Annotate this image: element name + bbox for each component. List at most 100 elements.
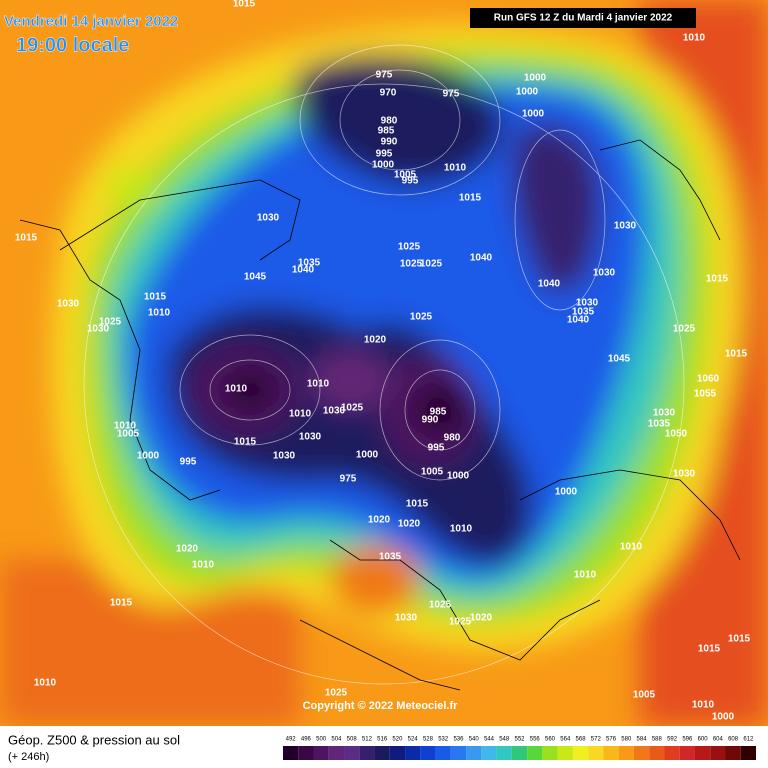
scale-swatch: [679, 746, 695, 760]
isobar-label: 1030: [593, 268, 616, 279]
isobar-label: 1025: [410, 312, 433, 323]
scale-label: 528: [423, 737, 434, 743]
scale-label: 496: [301, 737, 312, 743]
isobar-label: 1025: [673, 324, 696, 335]
isobar-label: 1005: [394, 170, 417, 181]
isobar-label: 1000: [372, 160, 395, 171]
coastlines: [19, 139, 741, 691]
scale-label: 532: [438, 737, 449, 743]
isobar-label: 1010: [114, 421, 137, 432]
isobar-label: 1045: [608, 354, 631, 365]
isobar-label: 995: [180, 457, 197, 468]
scale-swatch: [405, 746, 421, 760]
isobar-label: 1060: [697, 374, 720, 385]
isobar-label: 1035: [379, 552, 402, 563]
isobar-label: 1035: [572, 307, 595, 318]
scale-label: 572: [591, 737, 602, 743]
scale-swatch: [725, 746, 741, 760]
scale-swatch: [664, 746, 680, 760]
scale-swatch: [527, 746, 543, 760]
scale-label: 596: [682, 737, 693, 743]
isobar-label: 1010: [444, 163, 467, 174]
scale-label: 544: [484, 737, 495, 743]
scale-label: 592: [667, 737, 678, 743]
scale-label: 512: [362, 737, 373, 743]
isobar-label: 1010: [289, 409, 312, 420]
isobar-label: 1025: [429, 600, 452, 611]
scale-label: 604: [713, 737, 724, 743]
scale-label: 560: [545, 737, 556, 743]
scale-swatch: [740, 746, 756, 760]
scale-label: 588: [652, 737, 663, 743]
isobar-label: 1030: [614, 221, 637, 232]
isobar-label: 1015: [15, 233, 38, 244]
isobar-label: 1045: [244, 272, 267, 283]
scale-label: 504: [331, 737, 342, 743]
isobar-label: 990: [381, 137, 398, 148]
scale-swatch: [481, 746, 497, 760]
isobar-label: 1040: [567, 315, 590, 326]
isobar-label: 1000: [516, 87, 539, 98]
isobar-label: 1010: [34, 678, 57, 689]
scale-swatch: [618, 746, 634, 760]
scale-swatch: [542, 746, 558, 760]
scale-swatch: [313, 746, 329, 760]
isobar-label: 1020: [176, 544, 199, 555]
scale-swatch: [557, 746, 573, 760]
isobar-label: 1025: [398, 242, 421, 253]
isobar-label: 1025: [99, 317, 122, 328]
isobar-label: 1040: [470, 253, 493, 264]
isobar-label: 1010: [225, 384, 248, 395]
isobar-label: 1030: [653, 408, 676, 419]
scale-label: 520: [392, 737, 403, 743]
scale-label: 524: [408, 737, 419, 743]
scale-label: 500: [316, 737, 327, 743]
isobar-label: 1040: [292, 265, 315, 276]
isobar-label: 1020: [398, 519, 421, 530]
isobar-label: 975: [443, 89, 460, 100]
isobar-label: 1035: [648, 419, 671, 430]
isobar-label: 1030: [87, 324, 110, 335]
isobar-label: 995: [428, 443, 445, 454]
scale-swatch: [511, 746, 528, 760]
scale-swatch: [374, 746, 390, 760]
scale-label: 556: [530, 737, 541, 743]
isobar-label: 1000: [137, 451, 160, 462]
footer-title: Géop. Z500 & pression au sol: [8, 732, 180, 747]
isobar-label: 1000: [522, 109, 545, 120]
scale-label: 612: [743, 737, 754, 743]
isobar-label: 1000: [356, 450, 379, 461]
isobar-label: 1025: [449, 617, 472, 628]
scale-swatch: [588, 746, 604, 760]
isobar-label: 1010: [620, 542, 643, 553]
isobar-label: 1010: [450, 524, 473, 535]
isobar-label: 1015: [110, 598, 133, 609]
isobar-label: 980: [381, 116, 398, 127]
isobar-label: 1000: [555, 487, 578, 498]
scale-swatch: [694, 746, 711, 760]
scale-swatch: [298, 746, 314, 760]
scale-label: 576: [606, 737, 617, 743]
scale-label: 492: [286, 737, 297, 743]
field: [0, 0, 768, 726]
scale-swatch: [710, 746, 726, 760]
isobar-label: 1010: [192, 560, 215, 571]
scale-swatch: [496, 746, 512, 760]
isobar-label: 1055: [694, 389, 717, 400]
isobar-label: 975: [376, 70, 393, 81]
isobar-label: 1015: [234, 437, 257, 448]
isobar-label: 1030: [57, 299, 80, 310]
isobar-label: 1000: [524, 73, 547, 84]
copyright: Copyright © 2022 Meteociel.fr: [303, 700, 459, 712]
isobar-label: 1050: [665, 429, 688, 440]
isobar-label: 985: [430, 407, 447, 418]
isobar-label: 1015: [728, 634, 751, 645]
scale-swatch: [435, 746, 451, 760]
scale-swatch: [603, 746, 619, 760]
isobar-label: 1015: [406, 499, 429, 510]
isobar-label: 1010: [683, 33, 706, 44]
scale-label: 536: [453, 737, 464, 743]
scale-label: 584: [637, 737, 648, 743]
isobar-label: 1015: [233, 0, 256, 10]
